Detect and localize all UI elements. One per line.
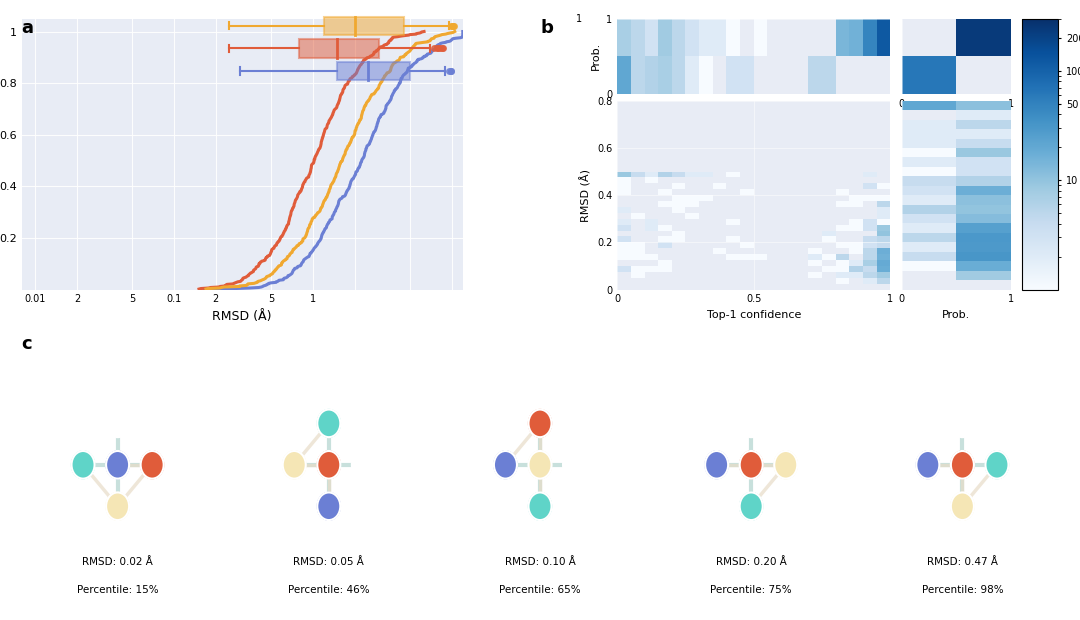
Circle shape (318, 492, 340, 520)
X-axis label: Prob.: Prob. (942, 310, 970, 320)
Circle shape (283, 451, 306, 479)
Circle shape (71, 451, 95, 479)
Circle shape (494, 451, 517, 479)
Circle shape (740, 451, 762, 479)
Text: Percentile: 65%: Percentile: 65% (499, 585, 581, 595)
Circle shape (528, 451, 552, 479)
Text: b: b (540, 19, 553, 37)
Circle shape (528, 410, 552, 437)
Text: RMSD: 0.02 Å: RMSD: 0.02 Å (82, 557, 153, 567)
Circle shape (740, 410, 762, 437)
X-axis label: Prob.: Prob. (942, 115, 970, 125)
Text: Percentile: 46%: Percentile: 46% (288, 585, 369, 595)
Text: RMSD: 0.10 Å: RMSD: 0.10 Å (504, 557, 576, 567)
Text: RMSD: 0.20 Å: RMSD: 0.20 Å (716, 557, 786, 567)
Circle shape (985, 451, 1009, 479)
Circle shape (528, 492, 552, 520)
Circle shape (106, 451, 130, 479)
Text: RMSD: 0.05 Å: RMSD: 0.05 Å (294, 557, 364, 567)
Circle shape (140, 451, 164, 479)
Circle shape (106, 410, 130, 437)
Text: RMSD: 0.47 Å: RMSD: 0.47 Å (927, 557, 998, 567)
Y-axis label: Prob.: Prob. (591, 42, 600, 71)
Text: c: c (22, 335, 32, 353)
Circle shape (318, 451, 340, 479)
X-axis label: RMSD (Å): RMSD (Å) (213, 310, 272, 323)
Text: Percentile: 98%: Percentile: 98% (921, 585, 1003, 595)
Circle shape (950, 451, 974, 479)
Text: Percentile: 75%: Percentile: 75% (711, 585, 792, 595)
Text: a: a (22, 19, 33, 37)
Circle shape (740, 492, 762, 520)
Circle shape (705, 451, 728, 479)
Text: Percentile: 15%: Percentile: 15% (77, 585, 159, 595)
Circle shape (774, 451, 797, 479)
Circle shape (318, 410, 340, 437)
Y-axis label: RMSD (Å): RMSD (Å) (580, 169, 592, 221)
X-axis label: Top-1 confidence: Top-1 confidence (706, 310, 801, 320)
Text: 1: 1 (577, 14, 582, 24)
Circle shape (563, 451, 586, 479)
Circle shape (352, 451, 375, 479)
Circle shape (950, 410, 974, 437)
Circle shape (106, 492, 130, 520)
Circle shape (916, 451, 940, 479)
Circle shape (950, 492, 974, 520)
